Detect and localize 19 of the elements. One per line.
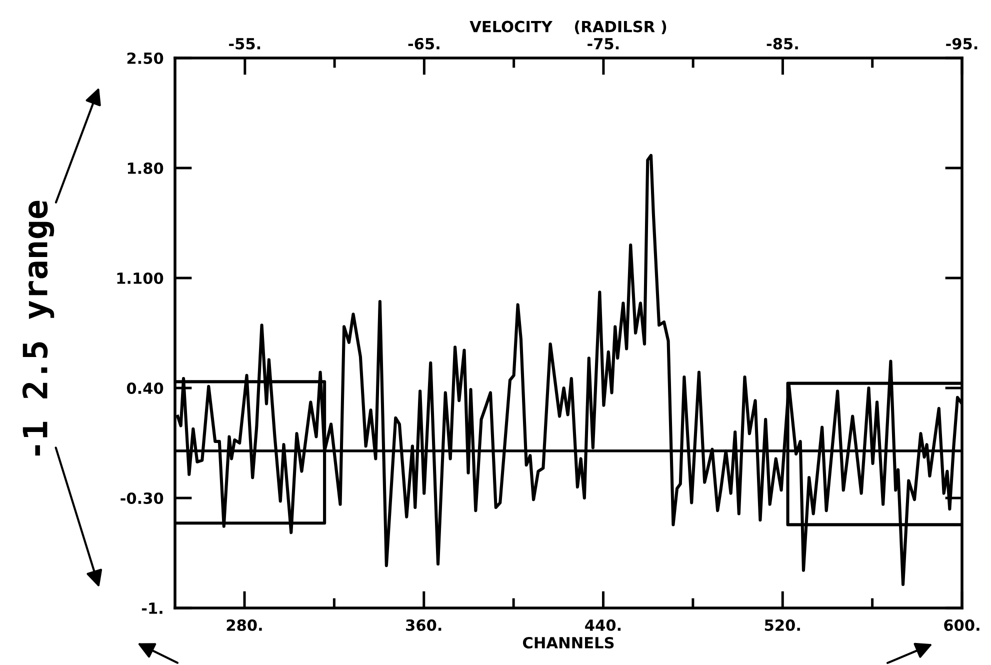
x2-axis-title: VELOCITY (RADILSR ) (470, 20, 666, 34)
x-tick-label: 440. (585, 619, 621, 631)
x-tick-label: 520. (764, 619, 800, 631)
y-tick-label: 1.100 (117, 272, 164, 284)
x2-tick-label: -65. (408, 38, 440, 50)
y-tick-label: 0.40 (126, 382, 164, 394)
x2-tick-label: -95. (946, 38, 978, 50)
x2-tick-label: -75. (588, 38, 619, 50)
x-tick-label: 280. (226, 619, 262, 631)
x2-tick-label: -85. (766, 38, 798, 50)
x-axis-title: CHANNELS (522, 636, 614, 648)
y-tick-label: -0.30 (120, 492, 164, 504)
y-tick-label: 2.50 (127, 52, 164, 64)
x2-tick-label: -55. (229, 38, 260, 50)
y-tick-label: 1.80 (128, 162, 164, 174)
x-tick-label: 360. (406, 619, 442, 631)
y-tick-label: -1. (142, 602, 162, 614)
x-tick-label: 600. (944, 619, 980, 631)
text: -1 2.5 yrange (22, 200, 54, 456)
